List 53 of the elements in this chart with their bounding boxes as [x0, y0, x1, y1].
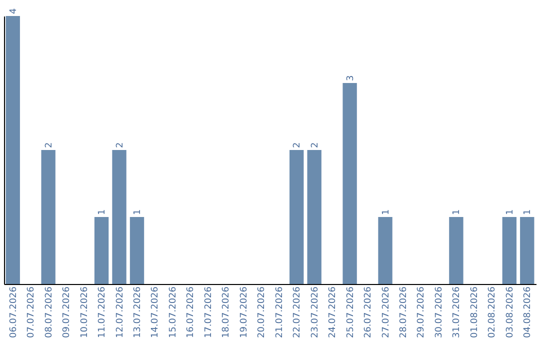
x-tick-label: 04.08.2026 — [523, 286, 534, 338]
x-tick-label: 03.08.2026 — [505, 286, 516, 338]
x-tick-label: 19.07.2026 — [239, 286, 250, 338]
x-tick-label: 24.07.2026 — [328, 286, 338, 338]
x-tick-label: 31.07.2026 — [452, 286, 462, 338]
bar — [378, 217, 392, 284]
x-tick-label: 08.07.2026 — [44, 286, 54, 338]
x-tick-label: 20.07.2026 — [257, 286, 268, 338]
bar — [290, 150, 304, 284]
data-label: 1 — [133, 209, 143, 215]
data-label: 1 — [381, 209, 392, 215]
bar — [130, 217, 144, 284]
x-tick-label: 11.07.2026 — [98, 286, 108, 338]
data-label: 1 — [98, 209, 108, 215]
bar — [307, 150, 322, 284]
x-tick-label: 02.08.2026 — [488, 286, 498, 338]
x-tick-label: 29.07.2026 — [416, 286, 427, 338]
data-label: 2 — [292, 142, 303, 148]
bar — [112, 150, 126, 284]
data-label: 1 — [523, 209, 534, 215]
x-tick-label: 25.07.2026 — [346, 286, 356, 338]
x-tick-label: 23.07.2026 — [310, 286, 320, 338]
x-tick-label: 28.07.2026 — [399, 286, 409, 338]
x-tick-label: 10.07.2026 — [80, 286, 90, 338]
x-tick-label: 01.08.2026 — [470, 286, 480, 338]
bar — [342, 83, 357, 284]
data-label: 4 — [8, 8, 19, 14]
x-tick-label: 26.07.2026 — [364, 286, 374, 338]
data-label: 2 — [115, 142, 126, 148]
data-label: 1 — [505, 209, 516, 215]
x-tick-label: 12.07.2026 — [115, 286, 126, 338]
x-tick-label: 07.07.2026 — [26, 286, 37, 338]
x-tick-label: 21.07.2026 — [274, 286, 285, 338]
bar — [449, 217, 464, 284]
x-tick-label: 13.07.2026 — [133, 286, 143, 338]
x-tick-label: 15.07.2026 — [168, 286, 178, 338]
x-tick-label: 17.07.2026 — [204, 286, 214, 338]
x-tick-label: 30.07.2026 — [434, 286, 444, 338]
bar — [41, 150, 56, 284]
x-tick-label: 18.07.2026 — [222, 286, 232, 338]
bar — [502, 217, 516, 284]
x-tick-label: 16.07.2026 — [186, 286, 196, 338]
bar — [94, 217, 109, 284]
x-tick-label: 06.07.2026 — [8, 286, 19, 338]
data-label: 1 — [452, 209, 462, 215]
data-label: 2 — [310, 142, 320, 148]
x-tick-label: 14.07.2026 — [150, 286, 161, 338]
x-tick-label: 22.07.2026 — [292, 286, 303, 338]
data-label: 2 — [44, 142, 54, 148]
x-tick-label: 27.07.2026 — [381, 286, 392, 338]
bar — [520, 217, 534, 284]
x-tick-label: 09.07.2026 — [62, 286, 72, 338]
data-label: 3 — [346, 75, 356, 81]
